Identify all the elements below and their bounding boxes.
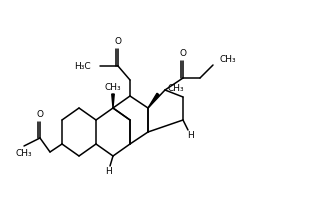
Text: H: H — [105, 167, 111, 177]
Text: H: H — [187, 131, 194, 140]
Text: CH₃: CH₃ — [16, 149, 32, 158]
Text: O: O — [115, 36, 121, 46]
Polygon shape — [112, 94, 114, 108]
Text: CH₃: CH₃ — [105, 82, 121, 91]
Text: O: O — [179, 48, 187, 57]
Text: CH₃: CH₃ — [167, 83, 184, 92]
Text: H₃C: H₃C — [74, 62, 91, 70]
Text: CH₃: CH₃ — [219, 55, 236, 63]
Text: O: O — [37, 110, 44, 118]
Polygon shape — [148, 93, 159, 108]
